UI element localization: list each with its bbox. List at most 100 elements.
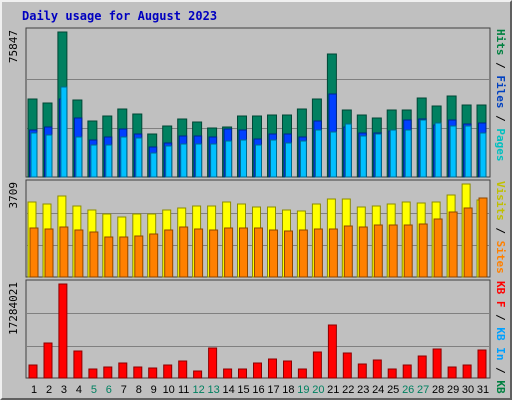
bar-pages-day-30	[464, 125, 472, 178]
legend-entry: /	[494, 221, 507, 241]
legend-middle: Visits / Sites	[494, 181, 507, 274]
x-tick-label-7: 7	[121, 384, 127, 396]
bar-kb-f-day-21	[327, 324, 337, 379]
bar-sites-day-4	[74, 229, 84, 278]
bar-pages-day-6	[105, 144, 113, 178]
bar-sites-day-8	[134, 235, 144, 278]
bar-pages-day-25	[389, 129, 397, 178]
legend-entry: KB F	[494, 281, 507, 308]
bar-sites-day-7	[119, 236, 129, 278]
bar-kb-f-day-26	[402, 364, 412, 379]
bar-kb-f-day-18	[283, 360, 292, 379]
bar-sites-day-15	[239, 227, 248, 278]
bar-sites-day-17	[269, 229, 278, 278]
bar-kb-f-day-29	[447, 366, 457, 379]
x-tick-label-8: 8	[136, 384, 142, 396]
bar-kb-f-day-31	[477, 349, 487, 379]
x-tick-label-12: 12	[192, 384, 204, 396]
bar-kb-f-day-10	[163, 364, 173, 379]
legend-entry: /	[494, 56, 507, 76]
bar-sites-day-24	[373, 224, 383, 278]
bar-kb-f-day-20	[312, 351, 322, 379]
bar-sites-day-21	[328, 228, 338, 278]
bar-kb-f-day-27	[417, 355, 427, 379]
bar-kb-f-day-3	[58, 283, 68, 379]
bar-sites-day-9	[149, 233, 159, 278]
x-tick-label-9: 9	[151, 384, 157, 396]
bar-pages-day-1	[30, 132, 38, 178]
x-tick-label-26: 26	[402, 384, 414, 396]
bar-pages-day-9	[150, 152, 158, 178]
bar-sites-day-5	[89, 231, 99, 278]
x-tick-label-16: 16	[252, 384, 264, 396]
bar-kb-f-day-11	[178, 360, 188, 379]
bar-pages-day-13	[210, 143, 218, 178]
legend-entry: KB In	[494, 327, 507, 360]
x-tick-label-31: 31	[477, 384, 489, 396]
x-tick-label-17: 17	[267, 384, 279, 396]
bar-pages-day-27	[419, 119, 427, 178]
x-tick-label-24: 24	[372, 384, 384, 396]
bar-sites-day-28	[433, 218, 443, 278]
x-tick-label-1: 1	[31, 384, 37, 396]
bar-kb-f-day-28	[432, 348, 442, 379]
bar-sites-day-26	[403, 224, 413, 278]
bar-sites-day-6	[104, 236, 114, 278]
bar-kb-f-day-1	[28, 364, 38, 379]
bar-kb-f-day-6	[103, 366, 113, 379]
bar-pages-day-24	[374, 133, 382, 178]
x-tick-label-6: 6	[106, 384, 112, 396]
bar-pages-day-8	[135, 137, 143, 178]
legend-bottom: KB F / KB In / KB Out	[494, 281, 507, 400]
bar-pages-day-17	[270, 139, 277, 178]
bar-sites-day-1	[29, 227, 39, 278]
bar-sites-day-13	[209, 229, 219, 278]
bar-kb-f-day-15	[238, 368, 247, 379]
x-tick-label-19: 19	[297, 384, 309, 396]
bar-kb-f-day-9	[148, 367, 158, 379]
x-tick-label-10: 10	[163, 384, 175, 396]
bar-pages-day-23	[359, 135, 367, 178]
bar-kb-f-day-22	[342, 352, 352, 379]
x-tick-label-28: 28	[432, 384, 444, 396]
bar-pages-day-28	[434, 122, 442, 178]
x-tick-label-29: 29	[447, 384, 459, 396]
bar-pages-day-22	[344, 123, 352, 178]
legend-entry: KB Out	[494, 380, 507, 400]
bar-kb-f-day-13	[208, 347, 218, 379]
bar-pages-day-2	[45, 134, 53, 178]
x-tick-label-30: 30	[462, 384, 474, 396]
bar-kb-f-day-17	[268, 358, 277, 379]
bar-sites-day-2	[44, 228, 54, 278]
bar-pages-day-7	[120, 136, 128, 178]
bar-pages-day-20	[314, 129, 322, 178]
chart-title: Daily usage for August 2023	[22, 9, 218, 23]
bar-kb-f-day-23	[357, 363, 367, 379]
bar-pages-day-26	[404, 129, 412, 178]
bar-kb-f-day-14	[223, 368, 233, 379]
bar-kb-f-day-2	[43, 342, 53, 379]
bar-sites-day-3	[59, 226, 69, 278]
x-tick-label-4: 4	[76, 384, 82, 396]
bar-kb-f-day-8	[133, 366, 143, 379]
x-tick-label-11: 11	[178, 384, 189, 396]
x-tick-label-5: 5	[91, 384, 97, 396]
legend-entry: Sites	[494, 241, 507, 274]
bar-kb-f-day-24	[372, 359, 382, 379]
bar-pages-day-4	[75, 136, 83, 178]
bar-kb-f-day-30	[462, 364, 472, 379]
bar-pages-day-3	[60, 86, 68, 178]
legend-entry: Files	[494, 75, 507, 108]
x-tick-label-23: 23	[357, 384, 369, 396]
bar-pages-day-5	[90, 144, 98, 178]
bar-kb-f-day-25	[387, 368, 397, 379]
y-max-label-top: 75847	[7, 30, 20, 63]
bar-sites-day-14	[224, 227, 234, 278]
x-tick-label-14: 14	[222, 384, 234, 396]
legend-entry: Pages	[494, 128, 507, 161]
x-tick-label-18: 18	[282, 384, 294, 396]
bar-sites-day-16	[254, 227, 263, 278]
bar-sites-day-27	[418, 223, 428, 278]
bar-sites-day-20	[313, 228, 323, 278]
bar-sites-day-23	[358, 226, 368, 278]
